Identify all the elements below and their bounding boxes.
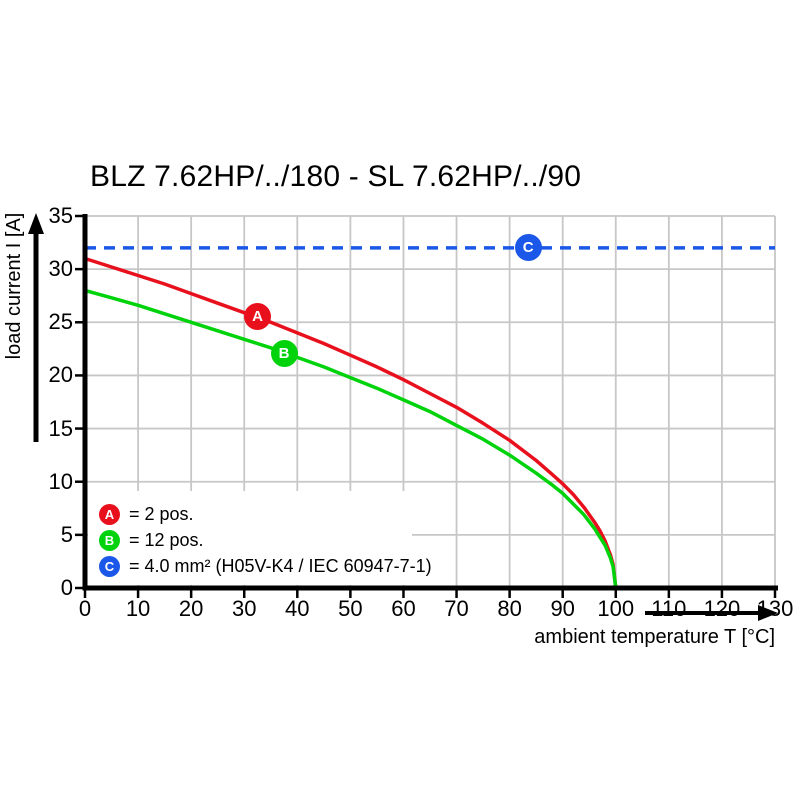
x-tick-label: 100 xyxy=(597,596,635,621)
x-axis-direction-arrow-icon xyxy=(645,605,778,621)
y-tick-label: 15 xyxy=(48,415,73,441)
y-tick-label: 10 xyxy=(48,468,73,494)
x-tick-label: 30 xyxy=(231,596,257,621)
y-axis-label: load current I [A] xyxy=(3,212,25,360)
legend-label: = 2 pos. xyxy=(129,504,194,524)
x-tick-label: 90 xyxy=(550,596,575,621)
curve-marker-A: A xyxy=(244,303,271,331)
legend-background xyxy=(88,491,412,585)
y-tick-label: 5 xyxy=(60,521,73,547)
y-tick-label: 35 xyxy=(48,203,73,228)
legend-item-C: C = 4.0 mm² (H05V-K4 / IEC 60947-7-1) xyxy=(99,555,432,577)
x-tick-label: 80 xyxy=(497,596,522,621)
legend-label: = 12 pos. xyxy=(129,530,204,550)
curve-A xyxy=(84,256,618,589)
x-axis-label: ambient temperature T [°C] xyxy=(534,626,775,648)
x-tick-label: 40 xyxy=(285,596,310,621)
y-tick-label: 30 xyxy=(48,256,73,282)
x-tick-label: 60 xyxy=(391,596,416,621)
x-tick-label: 70 xyxy=(444,596,469,621)
x-tick-label: 110 xyxy=(651,596,687,621)
y-tick-label: 0 xyxy=(60,575,73,600)
legend: A = 2 pos. B = 12 pos. C = 4.0 mm² (H05V-K4 /… xyxy=(99,503,432,581)
x-tick-label: 0 xyxy=(78,596,92,621)
legend-swatch-A: A xyxy=(99,503,120,525)
x-tick-label: 20 xyxy=(178,596,204,621)
curve-marker-B: B xyxy=(270,339,298,367)
curve-marker-C: C xyxy=(514,234,542,262)
legend-item-B: B = 12 pos. xyxy=(99,529,432,551)
x-tick-label: 130 xyxy=(756,596,794,621)
chart-title: BLZ 7.62HP/../180 - SL 7.62HP/../90 xyxy=(90,160,582,193)
x-tick-label: 120 xyxy=(703,596,741,621)
legend-label: = 4.0 mm² (H05V-K4 / IEC 60947-7-1) xyxy=(129,556,432,576)
y-tick-label: 25 xyxy=(48,309,73,335)
y-tick-label: 20 xyxy=(48,362,73,388)
x-tick-label: 10 xyxy=(125,596,151,621)
x-tick-label: 50 xyxy=(338,596,363,621)
legend-item-A: A = 2 pos. xyxy=(99,503,432,525)
generated-plot-layers xyxy=(75,214,778,598)
curve-B xyxy=(84,288,618,589)
legend-swatch-B: B xyxy=(99,529,120,551)
y-axis-direction-arrow-icon xyxy=(28,213,44,442)
legend-swatch-C: C xyxy=(99,555,120,577)
